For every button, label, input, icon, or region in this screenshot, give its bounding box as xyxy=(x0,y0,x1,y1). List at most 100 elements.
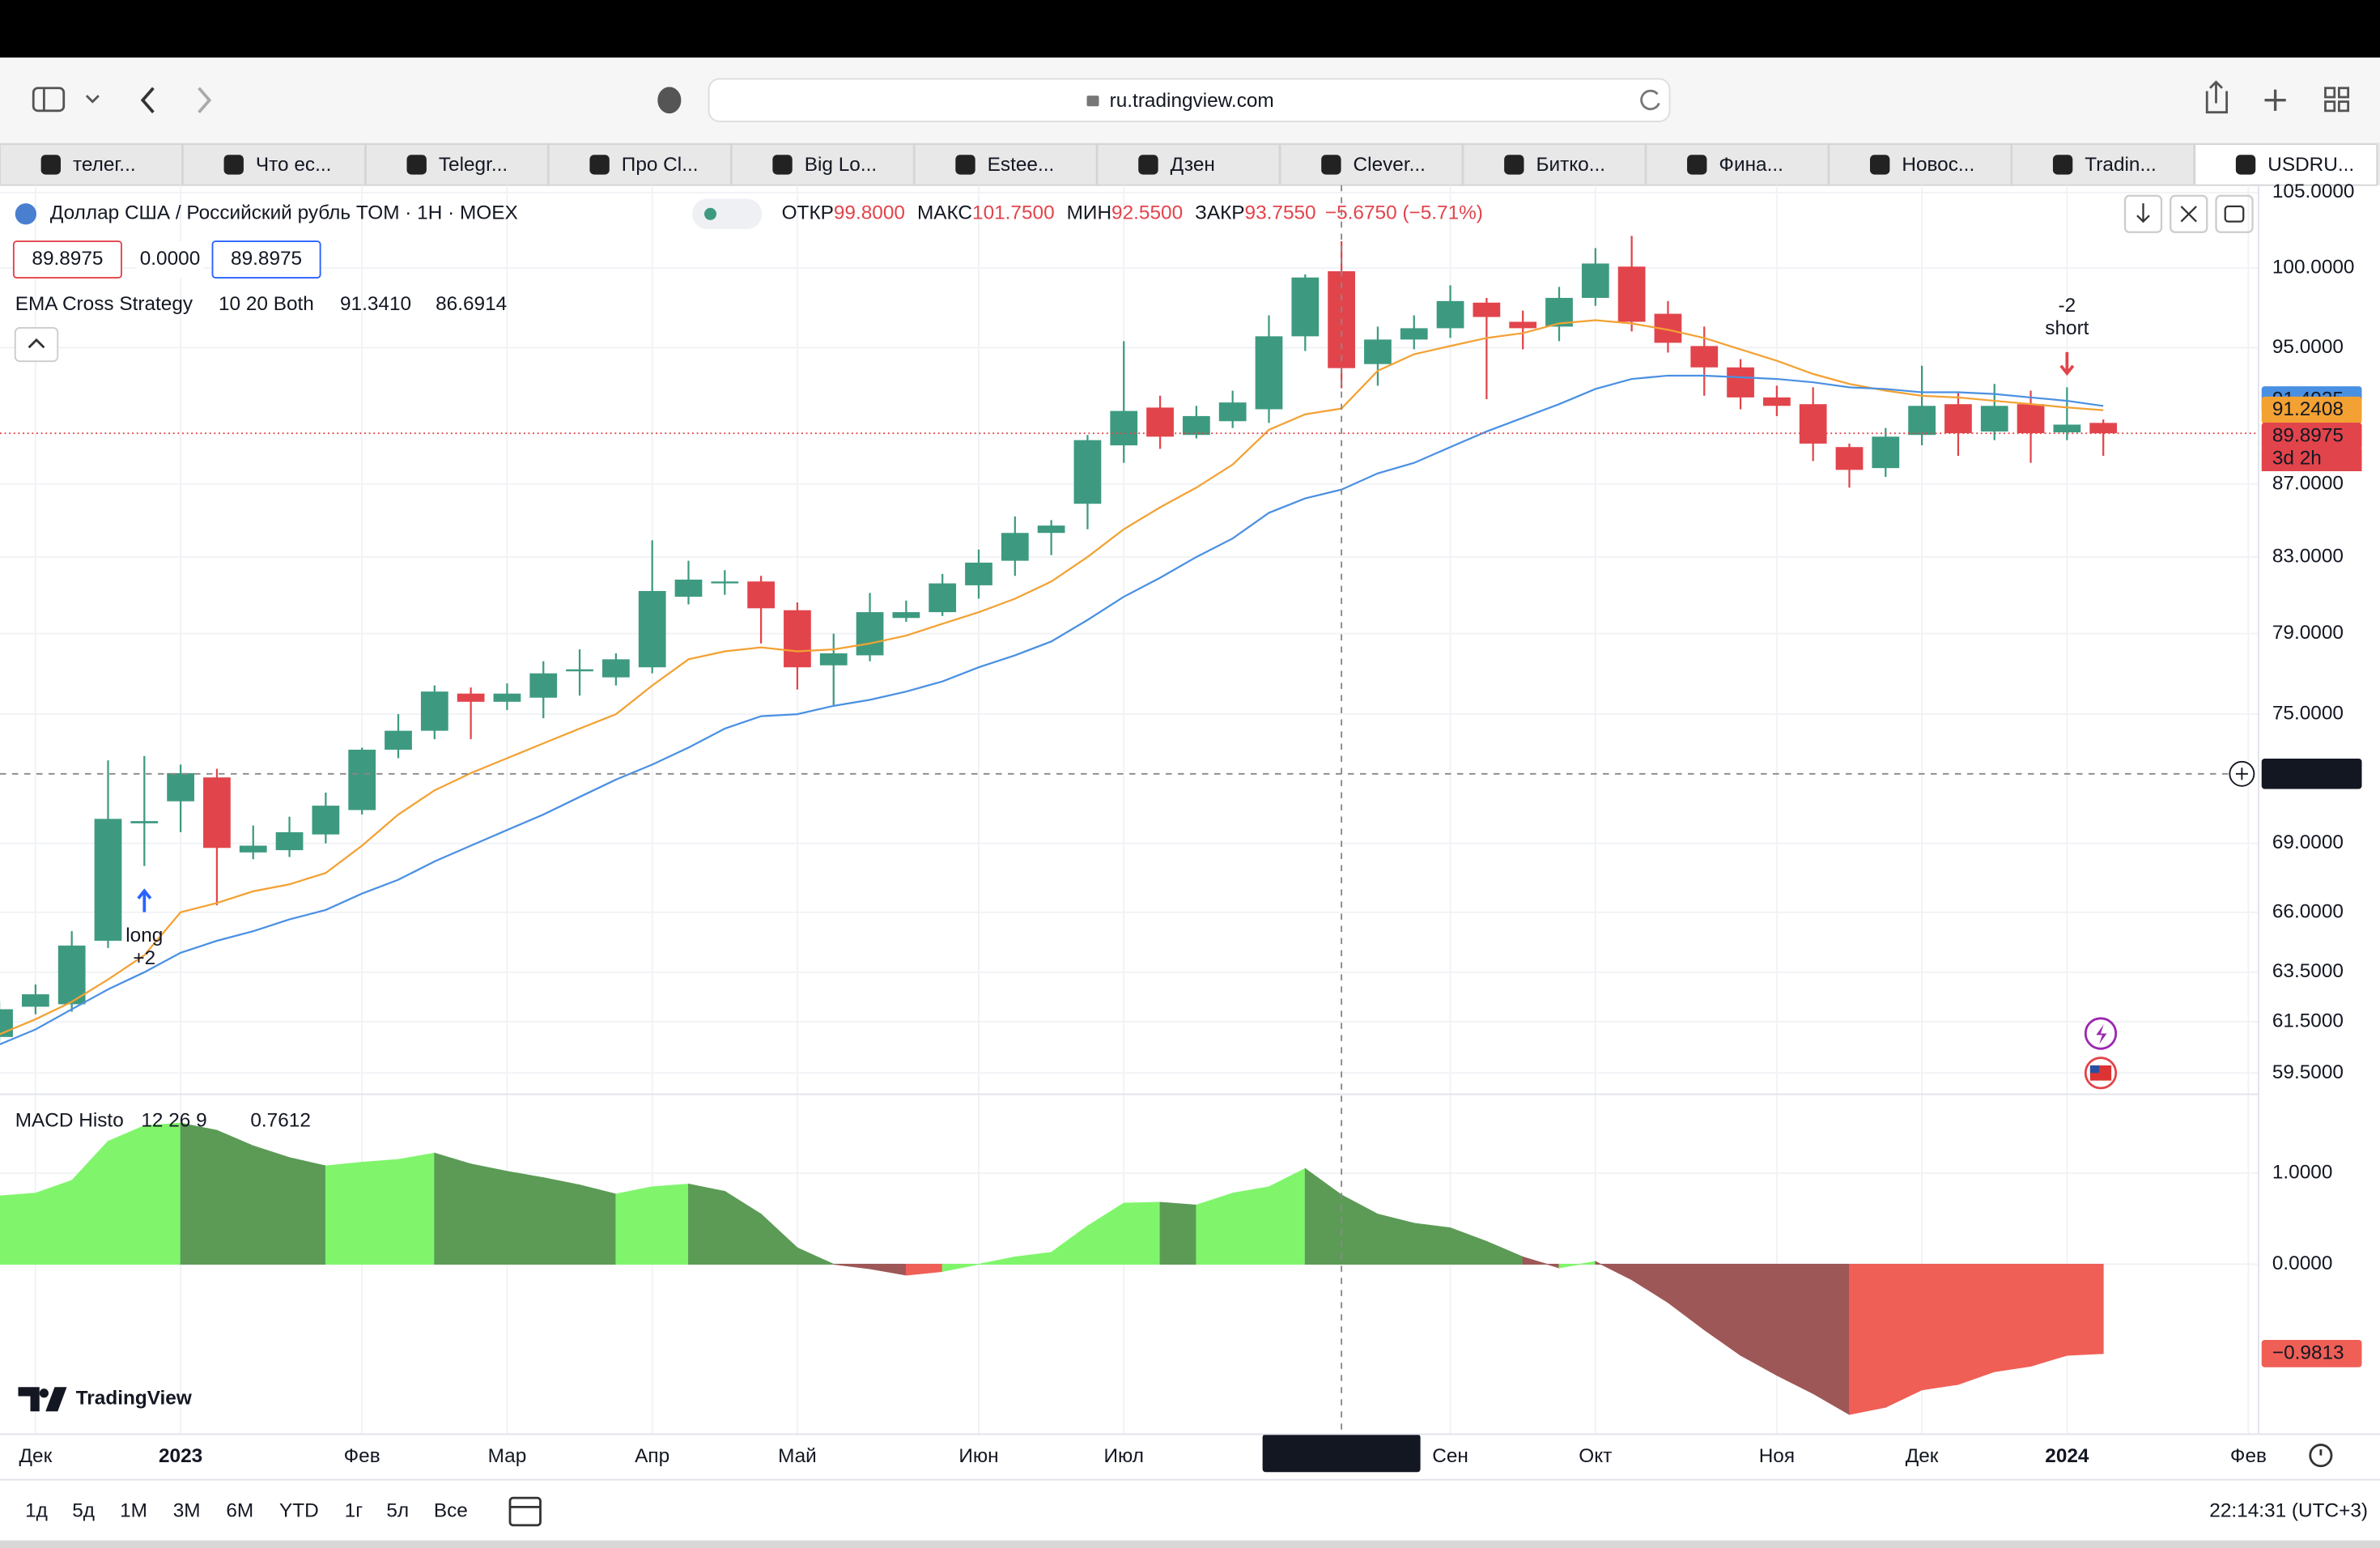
ohlc-value: 92.5500 xyxy=(1111,202,1183,224)
tab-icon xyxy=(1870,155,1890,175)
candle-body xyxy=(57,945,86,1005)
status-pill xyxy=(692,198,763,230)
symbol-title: Доллар США / Российский рубль TOM · 1Н ·… xyxy=(50,202,518,224)
candle-body xyxy=(1944,404,1972,434)
candle-body xyxy=(457,693,485,702)
crosshair-plus-sign xyxy=(2235,768,2248,780)
clock: 22:14:31 (UTC+3) xyxy=(2209,1499,2368,1521)
price-box-text: 89.8975 xyxy=(32,248,103,270)
macd-area xyxy=(652,1183,689,1265)
macd-area xyxy=(1667,1264,1705,1331)
period-button[interactable]: 1д xyxy=(25,1499,48,1521)
ema-fast-value: 91.3410 xyxy=(340,293,411,315)
candle-body xyxy=(420,691,448,731)
new-tab-button[interactable] xyxy=(2264,89,2286,111)
candle-body xyxy=(94,819,122,941)
y-tick-label: 100.0000 xyxy=(2272,257,2355,279)
ohlc-label: ЗАКР xyxy=(1195,202,1244,224)
ema-slow-value: 86.6914 xyxy=(436,293,507,315)
address-bar[interactable] xyxy=(708,78,1671,122)
period-button[interactable]: Все xyxy=(434,1499,468,1521)
macd-area xyxy=(216,1129,254,1265)
period-button[interactable]: 6М xyxy=(226,1499,253,1521)
candle-body xyxy=(385,730,412,750)
tab[interactable] xyxy=(1645,143,1830,186)
macd-area xyxy=(1123,1201,1161,1265)
macd-area xyxy=(108,1125,145,1265)
back-button[interactable] xyxy=(140,87,155,113)
sidebar-button[interactable] xyxy=(32,87,100,113)
candle-body xyxy=(1291,277,1320,337)
settings-button[interactable] xyxy=(2309,1444,2333,1468)
candle-body xyxy=(711,581,739,584)
tab[interactable] xyxy=(1462,143,1647,186)
macd-area xyxy=(1014,1252,1052,1265)
collapse-button[interactable] xyxy=(14,326,59,363)
bottom-strip xyxy=(0,1540,2380,1548)
tabs-overview-button[interactable] xyxy=(2324,87,2350,113)
tab[interactable] xyxy=(364,143,549,186)
share-button[interactable] xyxy=(2205,80,2229,114)
macd-area xyxy=(1196,1193,1234,1265)
tab[interactable] xyxy=(730,143,915,186)
privacy-icon[interactable] xyxy=(657,87,682,114)
candle-body xyxy=(2053,424,2081,433)
price-box[interactable] xyxy=(12,240,122,279)
price-label-box xyxy=(2261,423,2362,450)
candle-body xyxy=(1146,407,1174,437)
y-tick-label: 79.0000 xyxy=(2272,622,2344,644)
countdown-box xyxy=(2261,448,2362,471)
forward-button[interactable] xyxy=(198,87,212,113)
period-buttons: 1д 5д 1М 3М 6М YTD 1г 5л Все xyxy=(25,1499,468,1521)
tab-icon xyxy=(1321,155,1341,175)
period-button[interactable]: 3М xyxy=(173,1499,201,1521)
alert-icons[interactable] xyxy=(2084,1017,2118,1090)
reload-button[interactable] xyxy=(1640,89,1660,111)
tab[interactable] xyxy=(2194,143,2378,186)
tab[interactable] xyxy=(1828,143,2012,186)
signal-text: +2 xyxy=(133,947,155,969)
macd-last-box xyxy=(2261,1339,2362,1367)
ohlc-label: МАКС xyxy=(917,202,972,224)
price-box[interactable] xyxy=(211,240,321,279)
y-tick-label: 87.0000 xyxy=(2272,472,2344,494)
macd-area xyxy=(1450,1227,1487,1265)
macd-area xyxy=(833,1264,871,1269)
date-range-button[interactable] xyxy=(508,1496,542,1527)
candle-body xyxy=(1872,436,1900,469)
macd-area xyxy=(325,1161,363,1265)
candle-body xyxy=(275,831,304,851)
x-tick-label: 2023 xyxy=(159,1445,202,1467)
y-tick-label: 105.0000 xyxy=(2272,181,2355,202)
candle-body xyxy=(674,579,703,598)
period-button[interactable]: 5л xyxy=(386,1499,409,1521)
macd-area xyxy=(1994,1264,2032,1372)
period-button[interactable]: 1М xyxy=(120,1499,147,1521)
pane-buttons[interactable] xyxy=(2123,194,2254,233)
candle-body xyxy=(1255,336,1283,410)
period-button[interactable]: 5д xyxy=(72,1499,95,1521)
tab-icon xyxy=(772,155,793,175)
tab[interactable] xyxy=(2011,143,2195,186)
candle-body xyxy=(1835,447,1864,470)
tab[interactable] xyxy=(182,143,366,186)
period-button[interactable]: 1г xyxy=(345,1499,363,1521)
tab[interactable] xyxy=(1279,143,1464,186)
price-label: 91.2408 xyxy=(2272,398,2344,420)
x-tick-label: Ноя xyxy=(1759,1445,1795,1467)
macd-area xyxy=(2066,1264,2104,1356)
macd-area xyxy=(0,1193,36,1265)
candle-body xyxy=(1908,406,1936,436)
candle-body xyxy=(566,669,593,672)
macd-name: MACD Histo xyxy=(15,1110,124,1132)
tab[interactable] xyxy=(1096,143,1281,186)
signal-arrow xyxy=(2059,351,2075,376)
candle-body xyxy=(312,806,340,835)
candle-body xyxy=(22,994,49,1007)
macd-area xyxy=(1304,1167,1342,1265)
tab[interactable] xyxy=(547,143,732,186)
period-button[interactable]: YTD xyxy=(279,1499,319,1521)
macd-area xyxy=(760,1213,798,1265)
